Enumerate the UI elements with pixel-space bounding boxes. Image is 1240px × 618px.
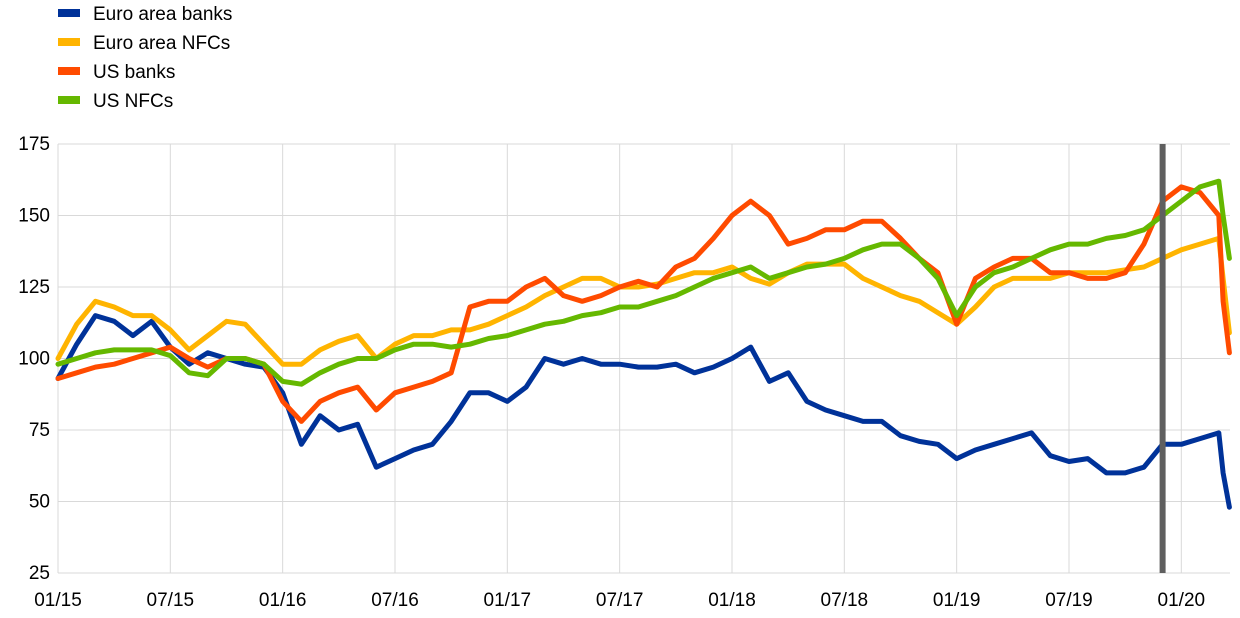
y-tick-label-1: 50 <box>29 492 50 513</box>
x-tick-label-9: 07/19 <box>1045 590 1093 611</box>
legend: Euro area banks Euro area NFCs US banks US … <box>58 4 232 112</box>
x-tick-label-1: 07/15 <box>147 590 195 611</box>
legend-label-2: US banks <box>93 62 175 83</box>
legend-label-1: Euro area NFCs <box>93 33 230 54</box>
x-tick-label-4: 01/17 <box>484 590 532 611</box>
x-tick-label-10: 01/20 <box>1158 590 1206 611</box>
x-tick-label-5: 07/17 <box>596 590 644 611</box>
y-tick-label-4: 125 <box>18 277 50 298</box>
y-axis-tick-labels: 25 50 75 100 125 150 175 <box>18 134 50 584</box>
legend-swatch-0 <box>58 9 80 17</box>
legend-swatch-2 <box>58 67 80 75</box>
y-tick-label-2: 75 <box>29 420 50 441</box>
legend-label-3: US NFCs <box>93 91 173 112</box>
x-tick-label-6: 01/18 <box>708 590 756 611</box>
series-lines <box>55 178 1232 510</box>
series-line-3 <box>55 178 1232 387</box>
x-tick-label-7: 07/18 <box>821 590 869 611</box>
x-tick-label-0: 01/15 <box>34 590 82 611</box>
legend-swatch-3 <box>58 96 80 104</box>
y-tick-label-3: 100 <box>18 349 50 370</box>
series-line-0 <box>55 313 1232 510</box>
series-line-1 <box>55 235 1232 367</box>
y-tick-label-0: 25 <box>29 563 50 584</box>
y-tick-label-6: 175 <box>18 134 50 155</box>
legend-swatch-1 <box>58 38 80 46</box>
x-axis-tick-labels: 01/15 07/15 01/16 07/16 01/17 07/17 01/18 07/18… <box>34 590 1205 611</box>
x-tick-label-2: 01/16 <box>259 590 307 611</box>
y-tick-label-5: 150 <box>18 206 50 227</box>
x-tick-label-3: 07/16 <box>371 590 419 611</box>
legend-label-0: Euro area banks <box>93 4 232 25</box>
x-tick-label-8: 01/19 <box>933 590 981 611</box>
